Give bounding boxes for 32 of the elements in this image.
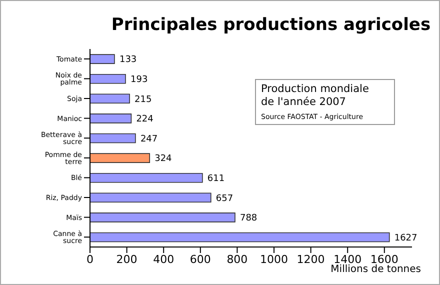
data-label: 193: [130, 75, 148, 86]
bar: [90, 192, 212, 203]
chart-title: Principales productions agricoles: [110, 15, 432, 35]
x-tick-label: 200: [116, 252, 138, 266]
x-tick-label: 400: [153, 252, 174, 266]
data-label: 224: [136, 114, 154, 125]
bar: [90, 74, 126, 84]
bar: [90, 232, 390, 242]
data-label: 133: [119, 55, 137, 66]
bar: [90, 54, 115, 64]
data-label: 1627: [394, 233, 418, 244]
x-tick-label: 1400: [334, 252, 362, 266]
data-label: 215: [134, 94, 152, 105]
x-tick-label: 1600: [370, 252, 398, 266]
bar: [90, 212, 236, 222]
annotation: Production mondiale de l'année 2007: [261, 83, 370, 109]
data-label: 247: [140, 134, 158, 144]
x-tick-label: 0: [86, 252, 94, 266]
x-axis-title: Millions de tonnes: [330, 264, 421, 275]
x-tick-label: 600: [190, 252, 211, 266]
bar: [90, 94, 130, 104]
data-label: 611: [207, 174, 225, 184]
x-tick-label: 1000: [260, 252, 288, 266]
bar: [90, 114, 132, 124]
data-label: 324: [154, 154, 172, 164]
bar: [90, 153, 150, 163]
bar: [90, 133, 136, 144]
x-tick-label: 1200: [296, 252, 325, 266]
bar: [90, 172, 203, 183]
data-label: 788: [240, 214, 258, 224]
data-label: 657: [216, 194, 234, 204]
x-tick-label: 800: [226, 252, 248, 266]
